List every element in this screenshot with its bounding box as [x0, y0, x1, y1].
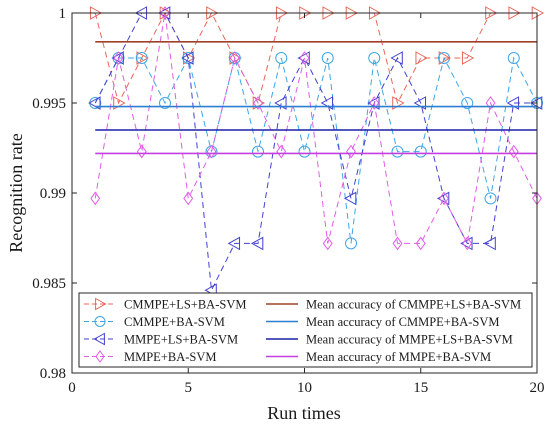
x-axis-title: Run times [267, 403, 341, 423]
legend-label: CMMPE+BA-SVM [124, 315, 225, 329]
data-point [461, 97, 474, 109]
data-point [392, 236, 403, 251]
legend-label: MMPE+BA-SVM [124, 350, 217, 364]
x-tick-label: 20 [530, 380, 545, 396]
data-point [253, 96, 263, 110]
data-point [88, 96, 101, 110]
data-point [229, 51, 240, 65]
data-point [299, 51, 310, 65]
data-point [206, 144, 217, 159]
data-point [136, 51, 149, 65]
legend-marker [95, 297, 107, 311]
legend-item: Mean accuracy of MMPE+BA-SVM [266, 350, 491, 364]
legend-label: MMPE+LS+BA-SVM [124, 333, 238, 347]
legend-label: Mean accuracy of CMMPE+LS+BA-SVM [306, 298, 521, 312]
y-tick-label: 0.98 [40, 366, 66, 382]
mean-lines-layer [95, 40, 537, 155]
data-point [135, 52, 148, 64]
legend-marker [94, 316, 106, 327]
legend-label: Mean accuracy of CMMPE+BA-SVM [306, 315, 499, 329]
data-point [507, 52, 520, 64]
data-point [390, 51, 403, 65]
data-point [369, 96, 380, 110]
data-point [276, 144, 287, 159]
data-point [415, 51, 428, 65]
y-tick-label: 1 [59, 6, 67, 22]
series-2 [89, 52, 543, 250]
x-tick-label: 10 [297, 380, 312, 396]
data-point [415, 236, 426, 251]
x-tick-label: 5 [185, 380, 193, 396]
legend: CMMPE+LS+BA-SVM CMMPE+BA-SVM MMPE+LS+BA-SV… [78, 292, 533, 368]
data-point [182, 51, 196, 65]
x-tick-label: 15 [413, 380, 428, 396]
data-point [90, 191, 101, 206]
data-point [438, 52, 450, 64]
data-point [346, 144, 356, 159]
data-point [508, 144, 519, 159]
data-point [181, 51, 194, 65]
data-point [160, 6, 170, 20]
data-point [227, 236, 241, 251]
legend-label: CMMPE+LS+BA-SVM [124, 298, 246, 312]
data-point [113, 51, 124, 65]
data-point [183, 191, 194, 206]
series-line [94, 12, 537, 292]
series-line [94, 56, 538, 244]
data-point [461, 51, 475, 65]
data-point [484, 192, 497, 205]
data-point [439, 191, 449, 206]
legend-item: MMPE+LS+BA-SVM [84, 333, 238, 347]
legend-box [78, 292, 533, 368]
y-tick-label: 0.99 [40, 186, 66, 202]
data-point [368, 52, 381, 64]
data-point [345, 237, 357, 250]
data-point [321, 52, 334, 64]
data-point [275, 52, 288, 64]
data-point [483, 236, 496, 251]
data-point [438, 51, 452, 65]
legend-item: Mean accuracy of CMMPE+LS+BA-SVM [266, 298, 521, 312]
data-point [485, 96, 496, 110]
legend-label: Mean accuracy of MMPE+BA-SVM [306, 350, 491, 364]
data-point [136, 144, 147, 159]
data-point [343, 191, 357, 206]
data-point [322, 236, 333, 251]
y-axis-title: Recognition rate [6, 133, 26, 252]
data-point [159, 97, 171, 109]
data-point [298, 145, 311, 158]
data-point [250, 236, 264, 251]
legend-item: Mean accuracy of CMMPE+BA-SVM [266, 315, 499, 329]
data-point [462, 236, 473, 251]
legend-item: CMMPE+LS+BA-SVM [84, 298, 246, 312]
legend-item: CMMPE+BA-SVM [84, 315, 225, 329]
legend-marker [95, 350, 105, 363]
legend-item: Mean accuracy of MMPE+LS+BA-SVM [266, 333, 513, 347]
legend-item: MMPE+BA-SVM [84, 350, 217, 364]
series-line [94, 12, 538, 245]
x-tick-label: 0 [68, 380, 76, 396]
data-point [391, 145, 404, 158]
legend-label: Mean accuracy of MMPE+LS+BA-SVM [306, 333, 513, 347]
y-tick-label: 0.985 [32, 276, 66, 292]
axis-ticks: 0 5 10 15 20 0.98 0.985 0.99 0.995 1 [32, 6, 544, 396]
y-tick-label: 0.995 [32, 96, 66, 112]
data-point [252, 145, 264, 158]
data-point [414, 145, 427, 158]
legend-marker [93, 332, 105, 346]
